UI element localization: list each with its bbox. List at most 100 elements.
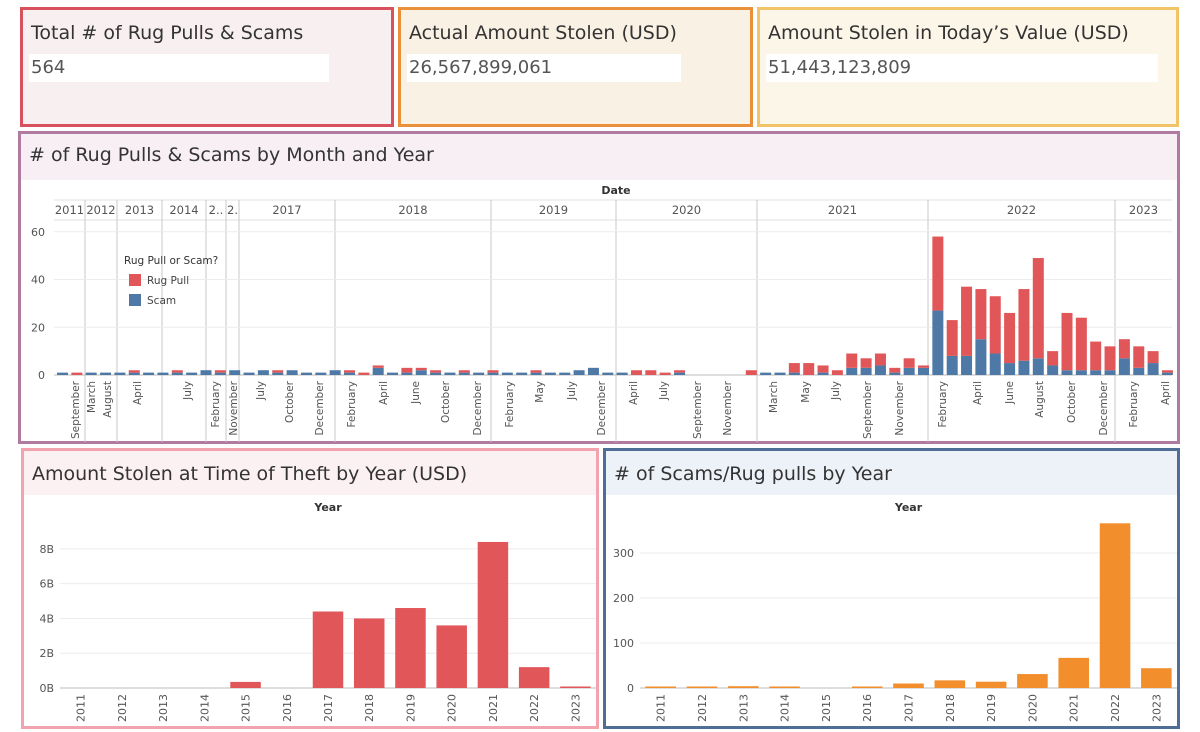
kpi-value: 26,567,899,061 <box>407 54 681 82</box>
monthly-title-bar <box>21 134 1177 180</box>
bar-2018 <box>353 618 385 688</box>
bar-scam-25 <box>415 370 427 375</box>
x-tick-label-2013: 2013 <box>737 694 750 722</box>
bar-rugpull-26 <box>430 370 442 373</box>
x-tick-label-2012: 2012 <box>696 694 709 722</box>
bar-scam-9 <box>186 372 198 375</box>
month-label-20: July <box>658 381 670 401</box>
month-label-31: August <box>1034 381 1046 418</box>
bar-scam-31 <box>501 372 513 375</box>
bar-rugpull-40 <box>631 370 642 375</box>
bar-scam-72 <box>1090 370 1102 375</box>
x-tick-label-2022: 2022 <box>1109 694 1122 722</box>
month-label-33: December <box>1098 380 1110 435</box>
bar-scam-74 <box>1118 358 1130 375</box>
date-header: Date <box>601 184 630 197</box>
bar-rugpull-74 <box>1118 339 1130 359</box>
bar-rugpull-54 <box>831 370 843 375</box>
month-label-35: April <box>1160 381 1172 405</box>
year-label-4: 2.. <box>209 203 224 217</box>
month-label-11: April <box>378 381 390 405</box>
bar-scam-29 <box>473 372 485 375</box>
bar-rugpull-21 <box>358 372 370 375</box>
month-label-13: October <box>440 380 452 423</box>
month-label-2: August <box>102 381 114 418</box>
bar-rugpull-73 <box>1104 346 1116 371</box>
bar-scam-8 <box>171 372 183 375</box>
x-tick-label-2011: 2011 <box>75 694 88 722</box>
bar-scam-28 <box>458 372 470 375</box>
bar-rugpull-20 <box>344 370 355 373</box>
bar-scam-36 <box>573 370 585 375</box>
bar-scam-24 <box>401 372 413 375</box>
month-label-26: September <box>862 380 874 439</box>
stolen-chart-title: Amount Stolen at Time of Theft by Year (… <box>32 463 468 485</box>
kpi-value: 51,443,123,809 <box>766 54 1158 82</box>
y-tick-label: 0 <box>627 682 634 695</box>
y-tick-label: 200 <box>613 592 634 605</box>
bar-rugpull-33 <box>530 370 542 373</box>
bar-2020 <box>1017 674 1048 688</box>
count-title-bar <box>606 451 1177 495</box>
year-label-9: 2020 <box>672 203 701 217</box>
stolen-by-year-chart: Year 8B 6B 4B 2B 0B 2011 2012 2013 2014 2015 2016 20… <box>39 501 596 722</box>
bar-scam-76 <box>1147 363 1159 375</box>
month-label-15: February <box>504 381 516 428</box>
x-tick-label-2016: 2016 <box>281 694 294 722</box>
bar-scam-30 <box>487 372 499 375</box>
bar-scam-17 <box>300 372 312 375</box>
x-tick-label-2014: 2014 <box>779 694 792 722</box>
year-label-8: 2019 <box>539 203 568 217</box>
bar-rugpull-71 <box>1075 317 1087 371</box>
year-header: Year <box>313 501 342 514</box>
year-label-10: 2021 <box>828 203 857 217</box>
kpi-total-count: Total # of Rug Pulls & Scams 564 <box>20 7 394 127</box>
bar-rugpull-66 <box>1004 312 1016 364</box>
bar-scam-12 <box>229 370 241 375</box>
bar-rugpull-5 <box>128 370 140 373</box>
bar-scam-71 <box>1075 370 1087 375</box>
bar-rugpull-76 <box>1147 351 1159 364</box>
bar-2023 <box>560 686 591 688</box>
count-by-year-panel: # of Scams/Rug pulls by Year Year 300 200 1… <box>603 448 1180 729</box>
bar-rugpull-43 <box>674 370 686 373</box>
month-label-19: April <box>628 381 640 405</box>
x-tick-label-2017: 2017 <box>903 694 916 722</box>
bar-scam-59 <box>903 367 915 375</box>
bar-2016 <box>851 686 883 688</box>
bar-rugpull-53 <box>817 365 829 373</box>
bar-scam-33 <box>530 372 542 375</box>
x-tick-label-2016: 2016 <box>861 694 874 722</box>
y-tick-label: 0B <box>39 682 54 695</box>
bar-2013 <box>727 686 759 688</box>
bar-scam-16 <box>286 370 298 375</box>
x-tick-label-2019: 2019 <box>985 694 998 722</box>
y-tick-label: 60 <box>31 226 45 239</box>
bar-scam-15 <box>272 372 284 375</box>
bar-scam-7 <box>157 372 169 375</box>
bar-scam-56 <box>860 367 872 375</box>
month-label-23: March <box>768 381 780 413</box>
x-tick-label-2013: 2013 <box>157 694 170 722</box>
bar-scam-49 <box>760 372 772 375</box>
month-label-25: July <box>830 381 842 401</box>
month-label-0: September <box>70 380 82 439</box>
bar-scam-5 <box>128 372 140 375</box>
year-label-5: 2. <box>227 203 238 217</box>
legend-swatch-rug-pull <box>129 274 141 286</box>
month-label-8: October <box>284 380 296 423</box>
monthly-chart-panel: # of Rug Pulls & Scams by Month and Year… <box>18 131 1180 444</box>
stolen-title-bar <box>24 451 596 495</box>
month-label-27: November <box>894 380 906 435</box>
x-tick-label-2014: 2014 <box>198 694 211 722</box>
bar-scam-68 <box>1032 358 1044 375</box>
bar-2022 <box>518 667 550 688</box>
bar-rugpull-61 <box>932 236 944 311</box>
x-tick-label-2020: 2020 <box>446 694 459 722</box>
month-label-28: February <box>937 381 949 428</box>
bar-rugpull-55 <box>846 353 858 368</box>
year-label-7: 2018 <box>398 203 427 217</box>
legend-label-scam: Scam <box>147 295 176 307</box>
bar-rugpull-1 <box>71 372 83 375</box>
bar-rugpull-42 <box>659 372 671 375</box>
